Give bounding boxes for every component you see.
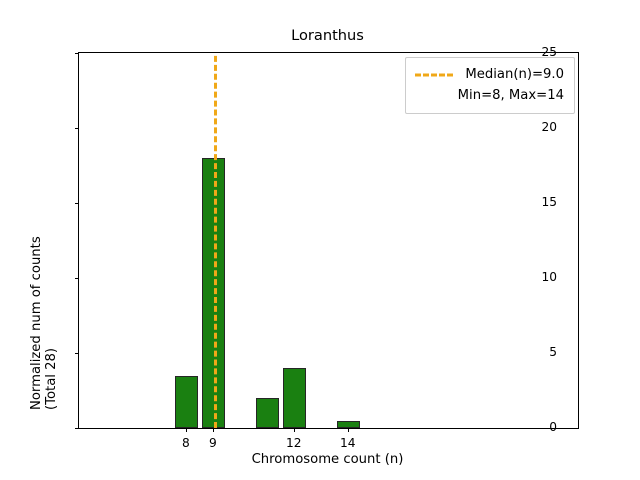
x-tick-label: 12 (286, 436, 302, 450)
x-tick-mark (212, 428, 214, 432)
legend-entry-median: Median(n)=9.0 (414, 64, 566, 85)
y-tick-mark (75, 203, 79, 204)
y-tick-label: 0 (549, 420, 557, 434)
y-tick-mark (75, 53, 79, 54)
y-tick-label: 25 (541, 45, 557, 59)
x-tick-label: 8 (182, 436, 190, 450)
bar (175, 375, 199, 428)
bar (283, 368, 307, 428)
chart-legend: Median(n)=9.0 Min=8, Max=14 (405, 57, 575, 114)
y-tick-label: 15 (541, 195, 557, 209)
legend-label-minmax: Min=8, Max=14 (457, 88, 564, 103)
y-tick-mark (75, 353, 79, 354)
plot-inner (79, 53, 578, 428)
y-axis-label-total: (Total 28) (44, 347, 59, 410)
bar (256, 398, 280, 428)
legend-entry-minmax: Min=8, Max=14 (414, 85, 566, 106)
legend-label-median: Median(n)=9.0 (465, 67, 564, 82)
dashed-line-icon (414, 64, 456, 85)
bar (202, 158, 226, 428)
y-tick-label: 10 (541, 270, 557, 284)
x-tick-label: 14 (339, 436, 356, 450)
median-line (213, 53, 217, 428)
y-tick-mark (75, 428, 79, 429)
y-tick-mark (75, 278, 79, 279)
x-tick-mark (293, 428, 295, 432)
x-tick-mark (185, 428, 187, 432)
y-tick-label: 20 (541, 120, 557, 134)
y-tick-mark (75, 128, 79, 129)
chart-title: Loranthus (291, 27, 364, 44)
x-axis-ticks: 8 9 12 14 (78, 428, 577, 452)
plot-area (75, 52, 579, 429)
x-tick-label: 9 (208, 436, 217, 450)
y-axis-label: Normalized num of counts (29, 236, 44, 410)
bar (337, 420, 361, 428)
x-axis-label: Chromosome count (n) (251, 452, 404, 467)
y-tick-label: 5 (549, 345, 557, 359)
x-tick-mark (347, 428, 349, 432)
